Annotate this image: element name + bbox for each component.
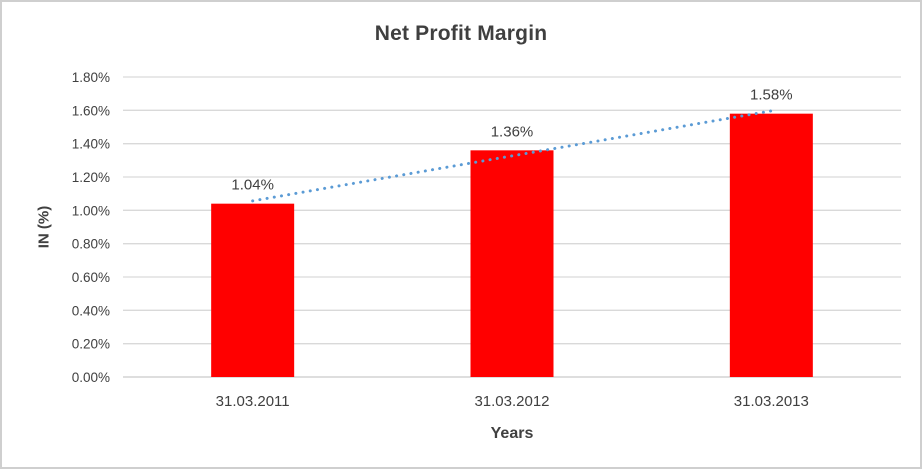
x-axis-title: Years — [490, 425, 534, 442]
y-tick-label: 1.60% — [72, 103, 110, 118]
bar — [211, 203, 295, 377]
trendline — [251, 109, 773, 203]
y-tick-label: 1.40% — [72, 137, 110, 152]
y-tick-label: 0.40% — [72, 303, 110, 318]
data-label: 1.04% — [231, 177, 274, 194]
bar — [470, 150, 554, 377]
y-tick-label: 1.20% — [72, 170, 110, 185]
y-tick-label: 0.00% — [72, 370, 110, 385]
y-tick-label: 0.80% — [72, 237, 110, 252]
y-tick-label: 0.20% — [72, 337, 110, 352]
data-label: 1.36% — [491, 123, 534, 140]
y-tick-label: 0.60% — [72, 270, 110, 285]
x-tick-label: 31.03.2013 — [734, 393, 809, 410]
y-tick-label: 1.00% — [72, 203, 110, 218]
x-tick-label: 31.03.2012 — [474, 393, 549, 410]
x-tick-label: 31.03.2011 — [216, 393, 290, 410]
chart-title: Net Profit Margin — [374, 22, 548, 45]
bar — [729, 113, 813, 378]
data-label: 1.58% — [750, 87, 793, 104]
y-tick-label: 1.80% — [72, 70, 110, 85]
